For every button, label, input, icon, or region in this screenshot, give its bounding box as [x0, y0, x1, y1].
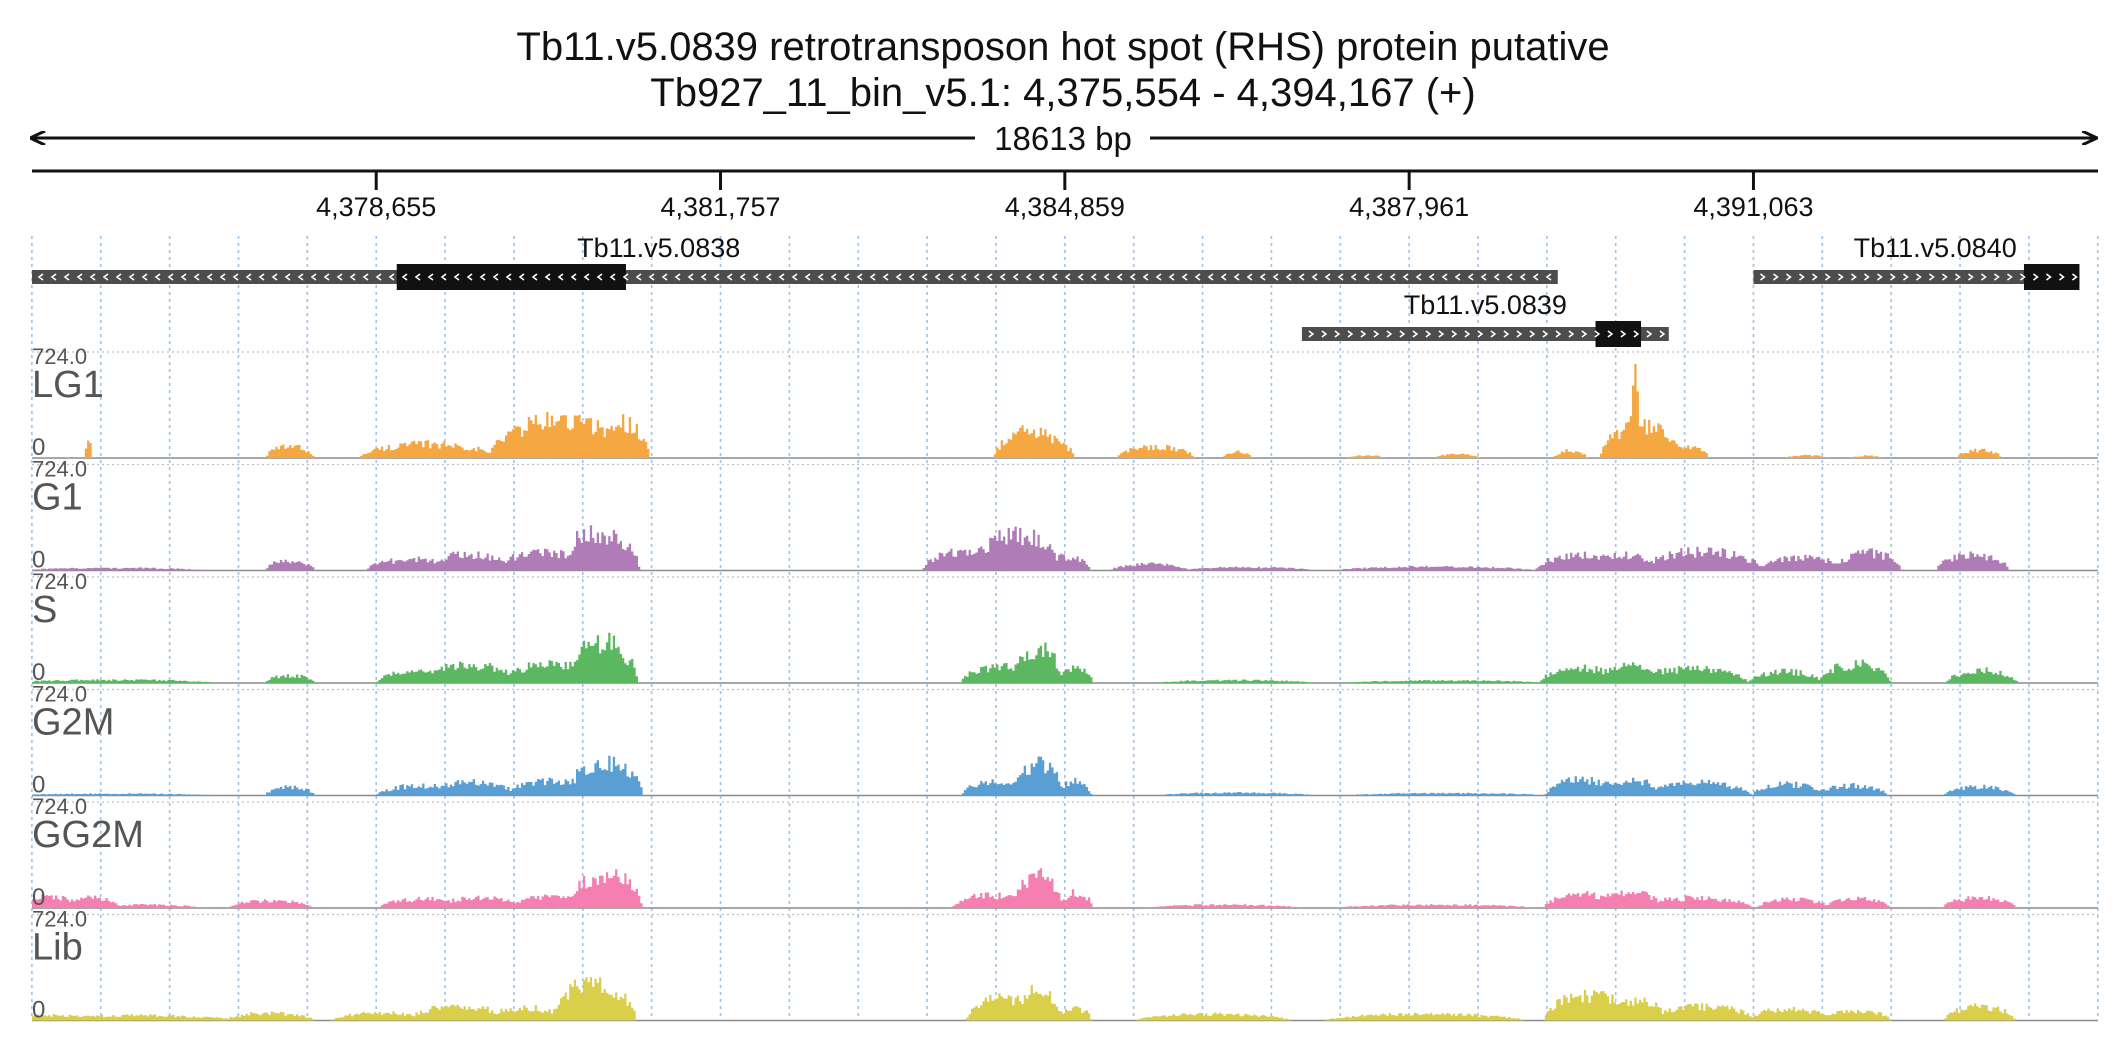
track-min-label: 0: [32, 434, 45, 461]
gene-label: Tb11.v5.0838: [577, 233, 740, 263]
chart-subtitle: Tb927_11_bin_v5.1: 4,375,554 - 4,394,167…: [650, 71, 1475, 115]
x-tick-label-0: 4,378,655: [316, 192, 436, 222]
track-S: 724.0S 0: [32, 569, 2098, 686]
gene-utr: [1753, 270, 2080, 284]
coverage-area-G1: [32, 525, 2098, 571]
track-min-label: 0: [32, 997, 45, 1024]
gene-label: Tb11.v5.0839: [1404, 290, 1567, 320]
track-min-label: 0: [32, 659, 45, 686]
x-axis: 4,378,655 4,381,757 4,384,859 4,387,961 4,39…: [32, 169, 2098, 222]
gene-cds: [1595, 321, 1642, 347]
gene-strand-arrows: [1308, 330, 1666, 338]
track-max-label: 724.0: [32, 907, 87, 932]
coverage-tracks: 724.0LG10724.0G10724.0S0724.0G2M0724.0GG…: [32, 344, 2098, 1024]
track-G1: 724.0G1 0: [32, 457, 2098, 574]
span-label: 18613 bp: [994, 120, 1132, 157]
coverage-area-Lib: [32, 977, 2098, 1021]
chart-title: Tb11.v5.0839 retrotransposon hot spot (R…: [516, 25, 1609, 69]
track-max-label: 724.0: [32, 569, 87, 594]
gene-track: Tb11.v5.0838 Tb11.v5.0839 Tb11.v5.0840: [32, 233, 2080, 347]
coverage-area-S: [32, 632, 2098, 683]
track-min-label: 0: [32, 772, 45, 799]
gene-label: Tb11.v5.0840: [1854, 233, 2017, 263]
gene-utr: [1301, 327, 1669, 341]
span-indicator: 18613 bp: [32, 120, 2096, 157]
track-name-label: S: [32, 589, 57, 631]
track-name-label: Lib: [32, 927, 83, 969]
coverage-area-G2M: [32, 755, 2098, 796]
x-tick-label-4: 4,391,063: [1693, 192, 1813, 222]
track-min-label: 0: [32, 547, 45, 574]
track-max-label: 724.0: [32, 682, 87, 707]
track-max-label: 724.0: [32, 344, 87, 369]
track-name-label: G2M: [32, 702, 114, 744]
coverage-area-GG2M: [32, 868, 2098, 908]
track-name-label: G1: [32, 477, 83, 519]
track-min-label: 0: [32, 884, 45, 911]
track-name-label: GG2M: [32, 814, 144, 856]
x-tick-label-3: 4,387,961: [1349, 192, 1469, 222]
track-max-label: 724.0: [32, 457, 87, 482]
gene-Tb11.v5.0839[interactable]: Tb11.v5.0839: [1301, 290, 1669, 347]
gene-cds: [396, 264, 626, 290]
gene-Tb11.v5.0838[interactable]: Tb11.v5.0838: [32, 233, 1558, 290]
track-max-label: 724.0: [32, 794, 87, 819]
x-tick-label-2: 4,384,859: [1005, 192, 1125, 222]
gene-Tb11.v5.0840[interactable]: Tb11.v5.0840: [1753, 233, 2080, 290]
coverage-area-LG1: [32, 364, 2098, 458]
x-tick-label-1: 4,381,757: [660, 192, 780, 222]
gene-strand-arrows: [37, 273, 1552, 281]
track-name-label: LG1: [32, 364, 104, 406]
gene-strand-arrows: [1759, 273, 2078, 281]
